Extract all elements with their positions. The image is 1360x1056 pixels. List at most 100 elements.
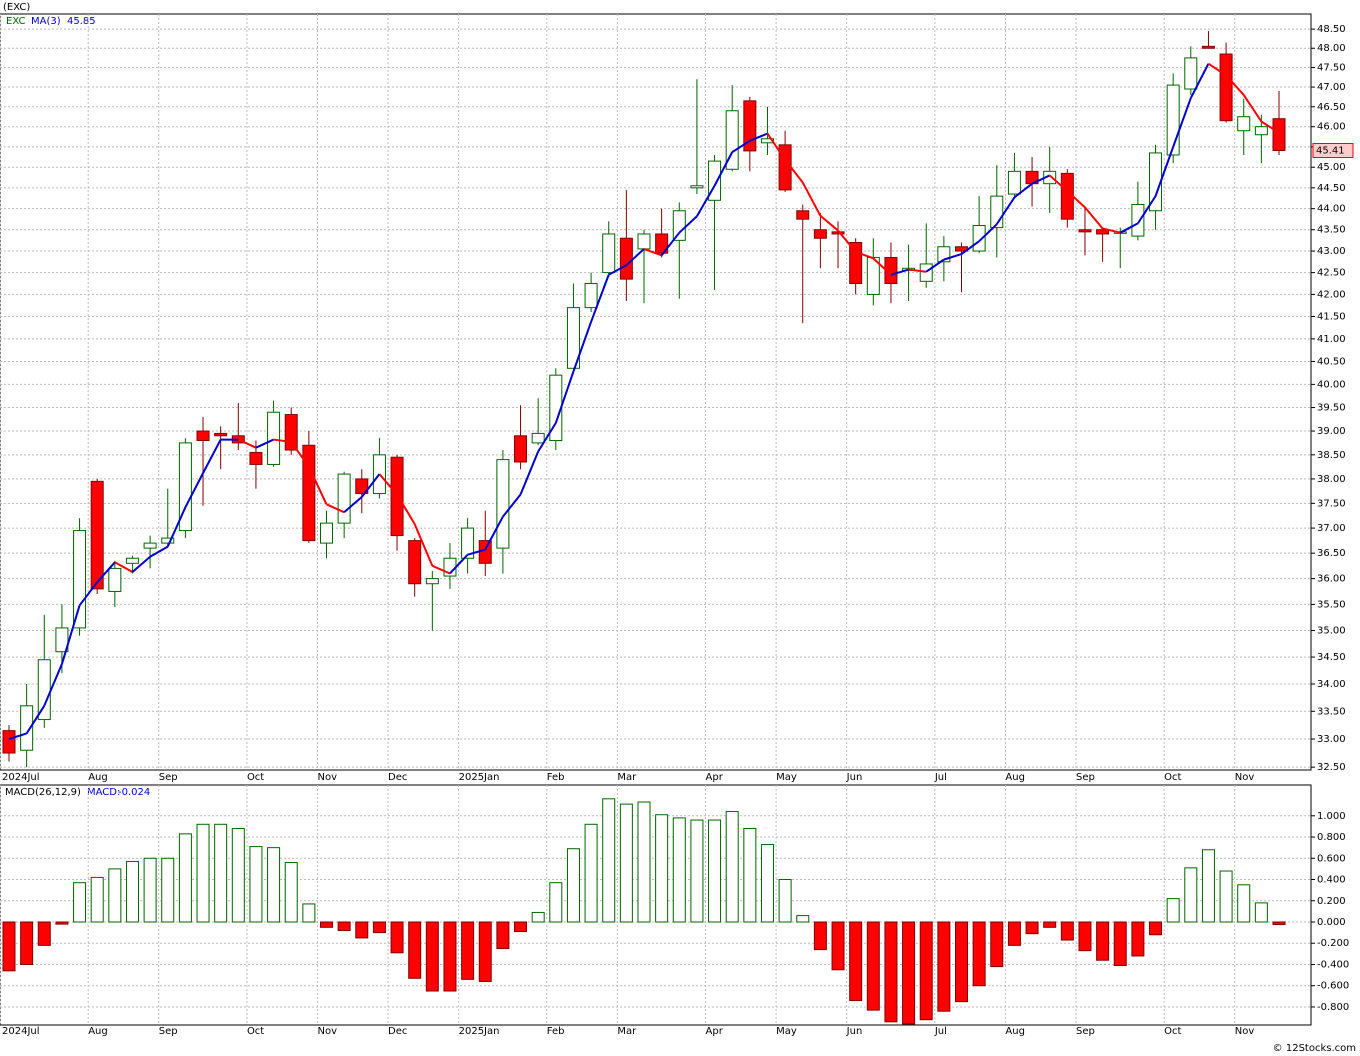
macd-bar: [214, 823, 228, 923]
ma-segment: [1049, 174, 1068, 192]
candle-body: [1272, 118, 1286, 152]
macd-bar: [1078, 921, 1092, 952]
candle-body: [1007, 170, 1021, 195]
x-tick-label: Oct: [247, 772, 264, 783]
ma-segment: [1172, 97, 1192, 148]
ma-segment: [784, 159, 804, 184]
x-tick-label: Jul: [934, 1026, 947, 1037]
ma-segment: [360, 473, 381, 498]
candle-body: [796, 210, 810, 220]
candle-body: [2, 730, 16, 754]
candle-body: [778, 144, 792, 191]
ma-segment: [1084, 206, 1104, 230]
ticker: EXC: [6, 16, 25, 27]
y-tick-label: 40.00: [1317, 379, 1346, 390]
y-tick-label: 32.50: [1317, 762, 1346, 773]
y-tick-label: 44.00: [1317, 204, 1346, 215]
ma-segment: [908, 268, 927, 273]
ma-segment: [660, 232, 681, 256]
macd-bar: [813, 921, 827, 951]
y-tick-label: 0.800: [1317, 832, 1346, 843]
x-tick-label: Aug: [88, 1026, 108, 1037]
ma-value: 45.85: [67, 16, 96, 27]
candle-body: [214, 432, 228, 437]
macd-bar: [637, 801, 651, 923]
x-tick-label: Sep: [159, 1026, 178, 1037]
macd-bar: [531, 911, 545, 923]
ma-segment: [554, 371, 575, 424]
ma-segment: [484, 516, 504, 551]
ma-segment: [819, 215, 839, 232]
candle-body: [302, 444, 316, 542]
y-tick-label: 0.400: [1317, 875, 1346, 886]
x-tick-label: Mar: [617, 772, 637, 783]
ma-segment: [978, 223, 998, 242]
ma-segment: [166, 506, 187, 548]
macd-bar: [919, 921, 933, 1021]
candle-body: [1219, 53, 1233, 122]
price-tag: [1312, 143, 1354, 159]
y-tick-label: 34.50: [1317, 652, 1346, 663]
macd-bar: [1166, 898, 1180, 923]
macd-bar: [690, 819, 704, 923]
ma-segment: [855, 250, 874, 260]
ma-segment: [1225, 74, 1245, 96]
macd-bar: [602, 798, 616, 923]
ma-segment: [837, 229, 857, 253]
macd-name: MACD:: [87, 787, 120, 798]
macd-bar: [178, 833, 192, 923]
candle-body: [408, 540, 422, 585]
y-tick-label: 41.00: [1317, 334, 1346, 345]
candle-body: [161, 537, 175, 544]
x-tick-label: Aug: [1005, 1026, 1025, 1037]
ma-segment: [995, 196, 1016, 225]
x-tick-label: Mar: [617, 1026, 637, 1037]
ma-segment: [766, 132, 786, 161]
y-tick-label: 42.50: [1317, 268, 1346, 279]
ma-segment: [1154, 146, 1175, 197]
ma-segment: [273, 438, 292, 443]
y-tick-label: 39.00: [1317, 426, 1346, 437]
x-tick-label: Nov: [318, 1026, 338, 1037]
macd-bar: [372, 921, 386, 934]
y-tick-label: 47.50: [1317, 63, 1346, 74]
candle-body: [320, 522, 333, 544]
ma-segment: [590, 274, 610, 323]
ma-name: MA(3): [31, 16, 61, 27]
macd-bar: [1131, 921, 1145, 957]
ma-segment: [1013, 182, 1033, 199]
ma-segment: [96, 561, 116, 583]
macd-bar: [355, 921, 369, 939]
candle-body: [1078, 229, 1092, 233]
ma-segment: [326, 503, 345, 514]
ma-segment: [608, 264, 627, 276]
ma-segment: [1189, 63, 1210, 99]
macd-bar: [37, 921, 51, 946]
y-tick-label: 36.00: [1317, 574, 1346, 585]
candle-body: [55, 627, 69, 653]
y-tick-label: 40.50: [1317, 356, 1346, 367]
macd-bar: [1043, 921, 1057, 928]
ma-segment: [1119, 222, 1139, 234]
candle-body: [672, 210, 686, 241]
candle-body: [461, 527, 475, 559]
macd-bar: [231, 828, 245, 923]
y-tick-label: 36.50: [1317, 548, 1346, 559]
macd-bar: [1060, 921, 1074, 941]
macd-bar: [955, 921, 968, 1003]
ma-segment: [1260, 120, 1280, 134]
x-tick-label: Nov: [1235, 772, 1255, 783]
x-tick-label: 2024Jul: [2, 772, 40, 783]
ma-segment: [184, 472, 204, 508]
candle-body: [813, 229, 827, 239]
x-tick-label: Aug: [1005, 772, 1025, 783]
macd-bar: [760, 843, 774, 923]
macd-bar: [196, 823, 210, 923]
macd-bar: [108, 868, 122, 923]
candle-body: [1096, 229, 1110, 235]
macd-bar: [143, 857, 157, 923]
ma-segment: [537, 422, 557, 453]
candle-body: [1131, 203, 1145, 237]
x-tick-label: Sep: [1076, 772, 1095, 783]
ma-segment: [8, 732, 27, 740]
